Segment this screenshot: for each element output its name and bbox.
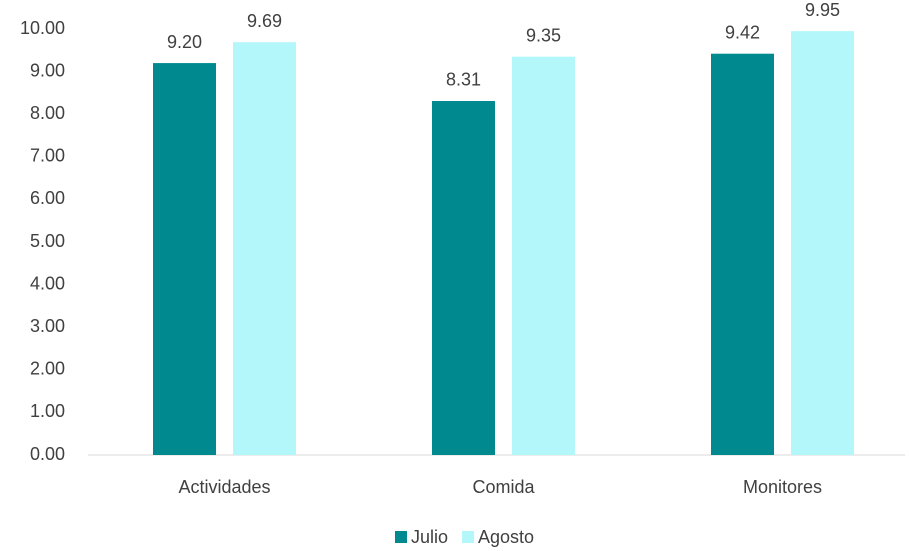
bar <box>512 56 575 455</box>
y-tick-label: 4.00 <box>30 273 65 293</box>
y-tick-label: 3.00 <box>30 316 65 336</box>
bar <box>153 63 216 455</box>
data-label: 9.69 <box>247 11 282 31</box>
x-tick-label: Monitores <box>743 477 822 497</box>
bar <box>233 42 296 456</box>
y-tick-label: 9.00 <box>30 60 65 80</box>
y-tick-label: 10.00 <box>20 18 65 38</box>
y-tick-label: 1.00 <box>30 401 65 421</box>
legend-label: Agosto <box>478 527 534 547</box>
y-tick-label: 0.00 <box>30 444 65 464</box>
y-tick-label: 7.00 <box>30 146 65 166</box>
legend-swatch <box>395 531 407 543</box>
data-label: 9.95 <box>805 0 840 20</box>
x-tick-label: Comida <box>472 477 535 497</box>
y-tick-label: 5.00 <box>30 231 65 251</box>
legend-swatch <box>462 531 475 543</box>
data-label: 9.35 <box>526 25 561 45</box>
legend-label: Julio <box>411 527 448 547</box>
y-tick-label: 2.00 <box>30 359 65 379</box>
data-label: 8.31 <box>446 70 481 90</box>
y-tick-label: 6.00 <box>30 188 65 208</box>
y-tick-label: 8.00 <box>30 103 65 123</box>
bar <box>432 100 495 455</box>
data-label: 9.20 <box>167 32 202 52</box>
bar <box>791 31 854 455</box>
data-label: 9.42 <box>725 22 760 42</box>
x-tick-label: Actividades <box>178 477 270 497</box>
bar <box>711 53 774 455</box>
